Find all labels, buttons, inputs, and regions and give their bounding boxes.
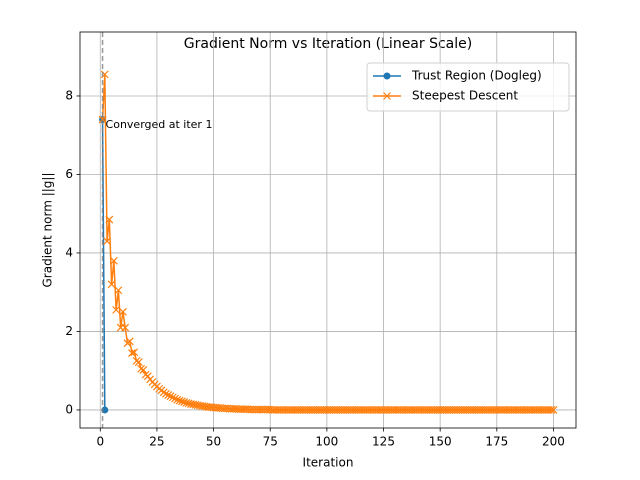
point [119,307,127,316]
point [139,365,148,374]
point [107,280,116,289]
legend-label: Trust Region (Dogleg) [411,69,542,83]
point [128,349,136,357]
point [134,358,143,366]
plot-area [98,70,558,414]
point [112,305,121,314]
point [177,397,186,406]
x-tick-label: 200 [542,435,565,449]
point [168,393,177,402]
x-tick-label: 25 [149,435,164,449]
x-tick-label: 175 [485,435,508,449]
point [162,389,170,398]
chart-title: Gradient Norm vs Iteration (Linear Scale… [184,36,472,52]
point [184,399,193,408]
point [547,406,556,414]
point [103,237,112,246]
y-tick-label: 8 [65,88,73,102]
point [166,392,175,401]
x-tick-label: 50 [206,435,221,449]
legend-label: Steepest Descent [412,89,518,103]
point [175,396,184,405]
x-tick-label: 0 [96,435,104,449]
legend-marker [383,92,391,100]
y-tick-label: 0 [65,402,73,416]
legend-box [366,62,570,112]
point [125,337,134,346]
point [171,394,179,403]
point [173,395,182,404]
x-tick-label: 150 [429,435,452,449]
x-tick-label: 75 [263,435,278,449]
series-line [101,119,106,410]
point [180,398,189,407]
y-tick-label: 4 [65,245,73,259]
point [137,364,145,373]
legend-marker [383,72,391,80]
annotation: Converged at iter 1 [106,118,213,131]
x-tick-label: 125 [372,435,395,449]
y-tick-label: 6 [65,167,73,181]
x-tick-label: 100 [315,435,338,449]
point [98,115,107,124]
point [130,348,139,357]
point [182,398,191,407]
point [132,356,141,365]
point [121,323,130,332]
y-tick-label: 2 [65,324,73,338]
point [164,391,173,399]
point [114,286,123,295]
point [549,406,558,414]
x-axis-label: Iteration [303,456,354,470]
point [109,256,118,265]
point [105,215,114,224]
y-axis-label: Gradient norm ||g|| [41,172,55,287]
axes-frame [79,31,577,429]
